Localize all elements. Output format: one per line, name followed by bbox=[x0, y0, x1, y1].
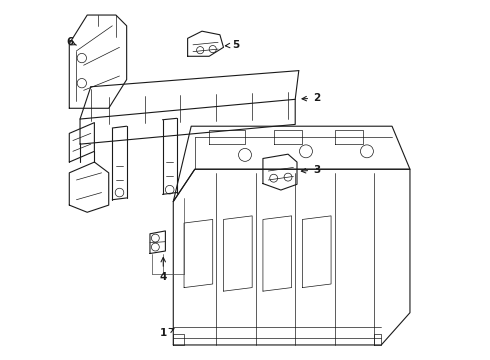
Text: 2: 2 bbox=[302, 93, 320, 103]
Text: 5: 5 bbox=[225, 40, 239, 50]
Text: 3: 3 bbox=[301, 165, 320, 175]
Text: 6: 6 bbox=[66, 37, 76, 47]
Text: 1: 1 bbox=[160, 328, 174, 338]
Text: 4: 4 bbox=[160, 257, 167, 282]
